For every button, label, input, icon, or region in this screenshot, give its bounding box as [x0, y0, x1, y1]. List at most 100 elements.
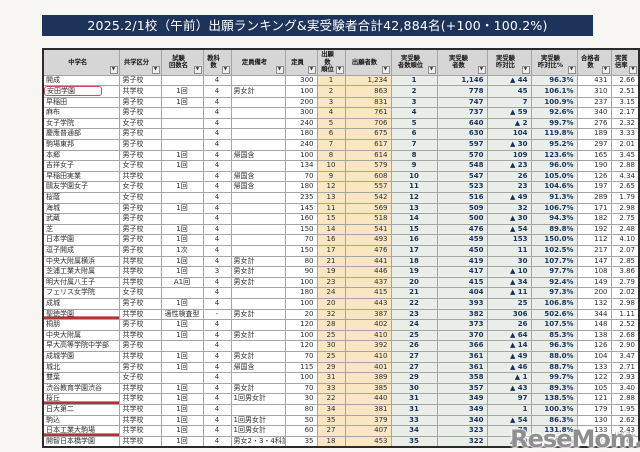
cell-round: 1次: [160, 245, 204, 257]
filter-dropdown-icon[interactable]: ▼: [629, 65, 637, 74]
cell-round: [160, 107, 204, 119]
cell-exam_rank: 16: [390, 234, 438, 246]
cell-round: 1回: [160, 202, 204, 215]
cell-passers: 217: [576, 245, 612, 257]
cell-capacity: 35: [284, 435, 318, 448]
cell-yoy_pct: 102.5%: [530, 245, 578, 257]
filter-dropdown-icon[interactable]: ▼: [193, 65, 202, 74]
cell-note: 帰国含: [230, 170, 286, 183]
cell-yoy_pct: 88.0%: [530, 350, 578, 363]
cell-type: 男子校: [118, 107, 162, 119]
cell-name: 慶應普通部: [42, 128, 120, 141]
cell-yoy: ▲ 49: [486, 350, 532, 363]
cell-ratio: 3.86: [610, 266, 640, 278]
cell-examinees: 373: [436, 319, 488, 331]
cell-applicants: 401: [344, 361, 392, 374]
cell-examinees: 349: [436, 393, 488, 405]
filter-dropdown-icon[interactable]: ▼: [275, 65, 284, 74]
cell-passers: 126: [576, 340, 612, 352]
cell-note: [230, 223, 286, 236]
cell-capacity: 120: [284, 340, 318, 352]
resemom-watermark: リセマム ReseMom.: [510, 426, 640, 452]
filter-dropdown-icon[interactable]: ▼: [109, 65, 118, 74]
cell-app_rank: 25: [316, 329, 346, 342]
filter-dropdown-icon[interactable]: ▼: [521, 65, 530, 74]
cell-subjects: 4: [202, 435, 232, 448]
cell-ratio: 2.98: [610, 202, 640, 215]
filter-dropdown-icon[interactable]: ▼: [427, 65, 436, 74]
cell-exam_rank: 15: [390, 223, 438, 236]
cell-passers: 197: [576, 181, 612, 194]
filter-dropdown-icon[interactable]: ▼: [601, 65, 610, 74]
cell-applicants: 379: [344, 414, 392, 427]
title-banner: 2025.2/1校（午前）出願ランキング&実受験者合計42,884名(+100・…: [42, 15, 593, 36]
cell-applicants: 617: [344, 139, 392, 151]
column-header-capacity: 定員 ▼: [284, 48, 318, 76]
table-row: 開成 男子校 4 300 1 1,234 1 1,146 ▲ 44 96.3% 431 2.66: [42, 74, 640, 87]
cell-passers: 192: [576, 223, 612, 236]
column-label: 実質倍率: [614, 54, 628, 70]
cell-ratio: 2.17: [610, 107, 640, 119]
cell-exam_rank: 1: [390, 74, 438, 87]
filter-dropdown-icon[interactable]: ▼: [381, 65, 390, 74]
cell-capacity: 100: [284, 85, 318, 98]
table-row: 日本工業大駒場 共学校 1回 4 1回男女計 60 27 407 34 323 78 131.8% 13…: [42, 425, 640, 437]
cell-note: [230, 74, 286, 87]
cell-name: 逗子開成: [42, 245, 120, 257]
cell-yoy_pct: 100.9%: [530, 96, 578, 109]
table-row: 武蔵 男子校 4 160 15 518 14 500 ▲ 30 94.3% 182 2.75: [42, 213, 640, 225]
cell-passers: 126: [576, 170, 612, 183]
cell-examinees: 547: [436, 170, 488, 183]
cell-note: [230, 319, 286, 331]
cell-passers: 108: [576, 266, 612, 278]
cell-subjects: 4: [202, 393, 232, 405]
cell-round: 1回: [160, 255, 204, 268]
cell-name: 聖徳学園: [42, 308, 120, 321]
cell-name: 芝: [42, 223, 120, 236]
cell-type: 共学校: [118, 403, 162, 416]
cell-exam_rank: 13: [390, 202, 438, 215]
cell-app_rank: 35: [316, 414, 346, 427]
filter-dropdown-icon[interactable]: ▼: [567, 65, 576, 74]
cell-type: 共学校: [118, 435, 162, 448]
cell-capacity: 300: [284, 74, 318, 87]
cell-type: 男子校: [118, 128, 162, 141]
cell-round: 1回: [160, 361, 204, 374]
cell-app_rank: 9: [316, 170, 346, 183]
cell-examinees: 323: [436, 425, 488, 437]
column-header-name: 中学名 ▼: [42, 48, 120, 76]
cell-note: 男女計: [230, 255, 286, 268]
filter-dropdown-icon[interactable]: ▼: [307, 65, 316, 74]
cell-examinees: 382: [436, 308, 488, 321]
filter-dropdown-icon[interactable]: ▼: [221, 65, 230, 74]
cell-passers: 340: [576, 107, 612, 119]
filter-dropdown-icon[interactable]: ▼: [151, 65, 160, 74]
cell-passers: 132: [576, 297, 612, 310]
cell-app_rank: 33: [316, 382, 346, 395]
cell-capacity: 235: [284, 192, 318, 204]
cell-passers: 122: [576, 372, 612, 384]
cell-applicants: 410: [344, 350, 392, 363]
cell-examinees: 415: [436, 276, 488, 289]
cell-yoy_pct: 99.7%: [530, 372, 578, 384]
cell-yoy_pct: 91.3%: [530, 192, 578, 204]
cell-round: 1回: [160, 319, 204, 331]
cell-passers: 165: [576, 149, 612, 162]
cell-yoy_pct: 92.4%: [530, 276, 578, 289]
cell-ratio: 3.15: [610, 96, 640, 109]
cell-passers: 130: [576, 414, 612, 427]
cell-name: 日本学園: [42, 234, 120, 246]
cell-examinees: 597: [436, 139, 488, 151]
filter-dropdown-icon[interactable]: ▼: [335, 65, 344, 74]
table-row: 雙葉 女子校 4 100 31 389 29 358 ▲ 1 99.7% 122 2.93: [42, 372, 640, 384]
cell-note: [230, 160, 286, 172]
cell-capacity: 120: [284, 319, 318, 331]
cell-subjects: 4: [202, 223, 232, 236]
filter-dropdown-icon[interactable]: ▼: [477, 65, 486, 74]
cell-app_rank: 25: [316, 350, 346, 363]
watermark-text: ReseMom.: [510, 425, 640, 452]
cell-name: 駒込: [42, 414, 120, 427]
cell-round: 1回: [160, 329, 204, 342]
cell-name: 麻布: [42, 107, 120, 119]
